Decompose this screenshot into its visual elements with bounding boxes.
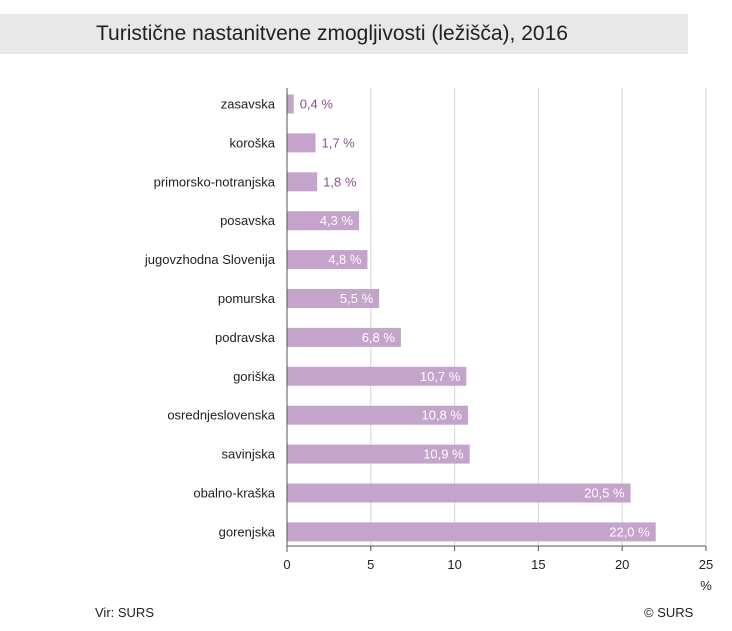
data-label: 10,7 % (420, 369, 461, 384)
category-label: osrednjeslovenska (167, 408, 275, 423)
x-tick-label: 10 (447, 557, 461, 572)
category-label: jugovzhodna Slovenija (144, 252, 276, 267)
data-label: 4,8 % (328, 252, 362, 267)
bar-primorsko-notranjska (287, 172, 318, 192)
data-label: 10,8 % (422, 408, 463, 423)
x-axis: 0 5 10 15 20 25% (283, 88, 713, 593)
category-label: obalno-kraška (193, 486, 275, 501)
bar-pomurska (287, 289, 380, 308)
category-label: koroška (229, 135, 275, 150)
bar-gorenjska (287, 522, 656, 542)
bar-obalno-kraška (287, 483, 631, 503)
bar-osrednjeslovenska (287, 405, 469, 425)
x-tick-label: 20 (615, 557, 629, 572)
x-tick-label: 25 (699, 557, 713, 572)
bars (287, 94, 656, 542)
data-label: 4,3 % (320, 213, 354, 228)
x-tick-label: 0 (283, 557, 290, 572)
data-labels: 0,4 % 1,7 % 1,8 % 4,3 % 4,8 % 5,5 % 6,8 % 10,7 … (300, 97, 650, 540)
x-axis-unit: % (700, 578, 712, 593)
data-label: 5,5 % (340, 291, 374, 306)
bar-posavska (287, 211, 360, 231)
source-note: Vir: SURS (95, 605, 154, 620)
category-label: goriška (233, 369, 276, 384)
data-label: 10,9 % (423, 447, 464, 462)
x-tick-label: 5 (367, 557, 374, 572)
gridlines (370, 88, 707, 546)
category-label: savinjska (222, 447, 276, 462)
data-label: 22,0 % (609, 524, 650, 539)
horizontal-bar-chart: zasavska koroška primorsko-notranjska posav… (144, 88, 713, 593)
data-label: 0,4 % (300, 97, 334, 112)
category-label: podravska (215, 330, 276, 345)
data-label: 1,8 % (323, 174, 357, 189)
copyright-note: © SURS (644, 605, 694, 620)
data-label: 20,5 % (584, 486, 625, 501)
bar-jugovzhodna-Slovenija (287, 250, 368, 270)
bar-savinjska (287, 444, 470, 464)
x-tick-label: 15 (531, 557, 545, 572)
bar-koroška (287, 133, 316, 153)
bar-zasavska (287, 94, 294, 114)
chart-title-band: Turistične nastanitvene zmogljivosti (le… (0, 14, 688, 54)
category-label: zasavska (221, 97, 276, 112)
category-label: posavska (220, 213, 276, 228)
bar-goriška (287, 366, 467, 386)
category-labels: zasavska koroška primorsko-notranjska posav… (144, 97, 276, 540)
data-label: 6,8 % (362, 330, 396, 345)
category-label: pomurska (218, 291, 276, 306)
category-label: gorenjska (219, 524, 276, 539)
data-label: 1,7 % (321, 135, 355, 150)
chart-title: Turistične nastanitvene zmogljivosti (le… (96, 22, 568, 45)
category-label: primorsko-notranjska (154, 174, 276, 189)
bar-podravska (287, 327, 401, 347)
